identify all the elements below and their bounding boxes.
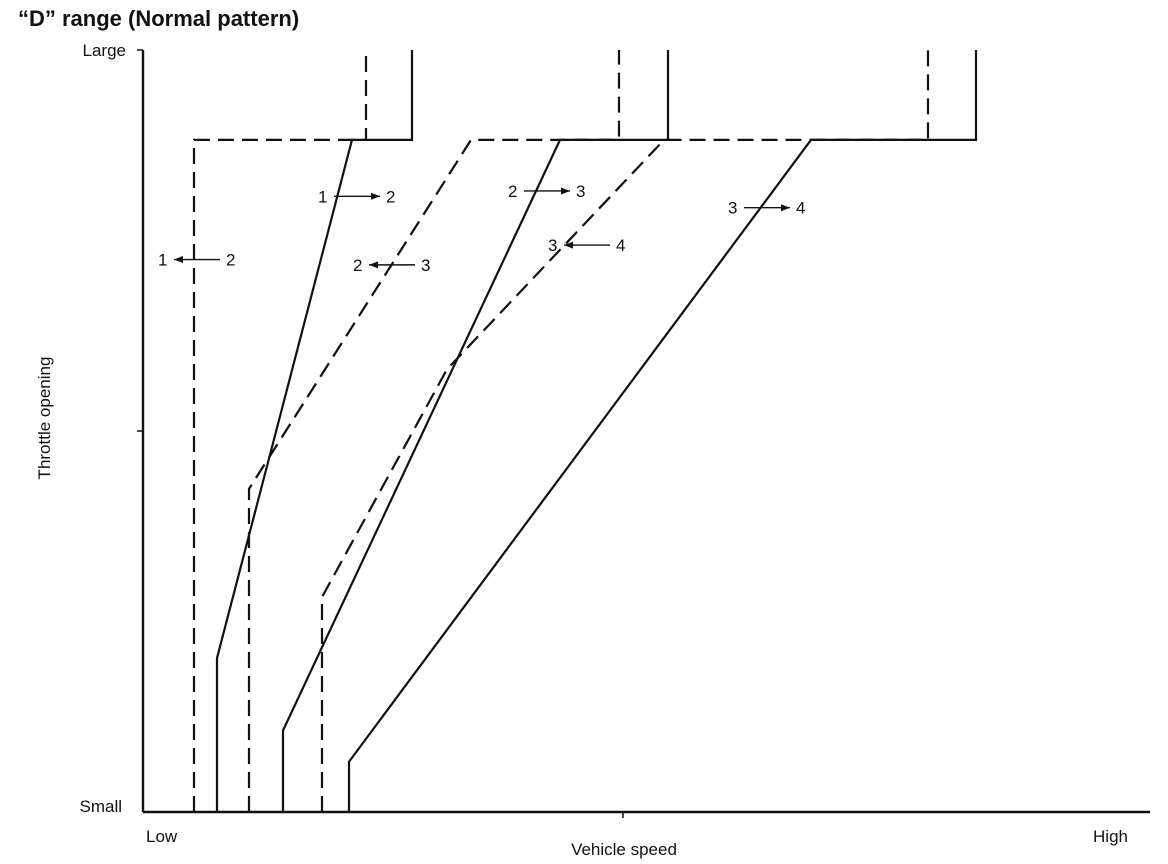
upshift-line-2: [215, 50, 414, 812]
shift-from-label: 3: [548, 236, 557, 255]
shift-arrow-head: [174, 256, 183, 264]
downshift-line-3: [247, 50, 621, 812]
shift-to-label: 4: [616, 236, 625, 255]
upshift-line-6: [347, 50, 978, 812]
shift-arrow-head: [369, 261, 378, 269]
shift-arrow-head: [781, 204, 790, 212]
x-tick-label-low: Low: [146, 827, 178, 846]
shift-to-label: 4: [796, 199, 805, 218]
chart-title: “D” range (Normal pattern): [18, 6, 299, 31]
annotation-layer: 1 21 2 2 32 33 43 4: [158, 182, 805, 275]
shift-from-label: 1: [158, 251, 167, 270]
shift-from-label: 1: [318, 187, 327, 206]
shift-to-label: 2: [226, 251, 235, 270]
series-layer: [192, 50, 978, 812]
shift-from-label: 2: [353, 256, 362, 275]
axes: [137, 49, 1150, 818]
y-axis-label: Throttle opening: [35, 357, 54, 480]
y-tick-label-small: Small: [79, 797, 122, 816]
x-axis-label: Vehicle speed: [571, 840, 677, 859]
shift-arrow-head: [564, 241, 573, 249]
upshift-line-4: [281, 50, 670, 812]
downshift-line-1: [192, 50, 368, 812]
shift-from-label: 3: [728, 199, 737, 218]
x-tick-label-high: High: [1093, 827, 1128, 846]
shift-arrow-head: [371, 192, 380, 200]
y-tick-label-large: Large: [83, 41, 126, 60]
downshift-line-5: [320, 50, 930, 812]
shift-to-label: 3: [421, 256, 430, 275]
shift-to-label: 2: [386, 187, 395, 206]
shift-arrow-head: [561, 187, 570, 195]
shift-from-label: 2: [508, 182, 517, 201]
shift-to-label: 3: [576, 182, 585, 201]
